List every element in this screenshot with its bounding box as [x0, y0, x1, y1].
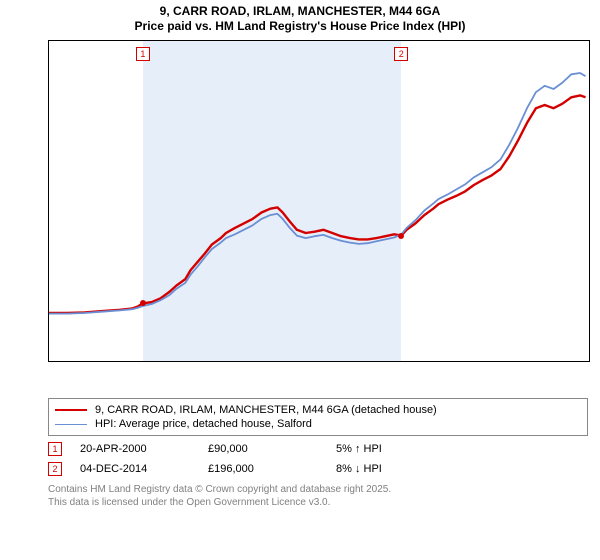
- annotation-delta: 5% ↑ HPI: [336, 443, 446, 455]
- sale-dot: [398, 233, 404, 239]
- chart-marker-1: 1: [136, 47, 150, 61]
- title-line-2: Price paid vs. HM Land Registry's House …: [0, 19, 600, 34]
- footer: Contains HM Land Registry data © Crown c…: [48, 484, 588, 509]
- annotation-date: 20-APR-2000: [80, 443, 190, 455]
- annotation-marker-2: 2: [48, 462, 62, 476]
- legend-swatch-hpi: [55, 424, 87, 425]
- annotation-row-2: 2 04-DEC-2014 £196,000 8% ↓ HPI: [48, 462, 600, 476]
- legend-swatch-price-paid: [55, 409, 87, 411]
- annotation-delta: 8% ↓ HPI: [336, 463, 446, 475]
- legend: 9, CARR ROAD, IRLAM, MANCHESTER, M44 6GA…: [48, 398, 588, 436]
- annotation-date: 04-DEC-2014: [80, 463, 190, 475]
- annotation-price: £90,000: [208, 443, 318, 455]
- legend-label-hpi: HPI: Average price, detached house, Salf…: [95, 418, 312, 430]
- footer-line-2: This data is licensed under the Open Gov…: [48, 497, 588, 510]
- series-hpi: [49, 41, 589, 361]
- legend-label-price-paid: 9, CARR ROAD, IRLAM, MANCHESTER, M44 6GA…: [95, 404, 437, 416]
- annotations: 1 20-APR-2000 £90,000 5% ↑ HPI 2 04-DEC-2014 £…: [0, 442, 600, 476]
- annotation-price: £196,000: [208, 463, 318, 475]
- plot-area: £0£50K£100K£150K£200K£250K£300K£350K£400…: [48, 40, 590, 362]
- annotation-marker-1: 1: [48, 442, 62, 456]
- legend-item-hpi: HPI: Average price, detached house, Salf…: [55, 417, 581, 431]
- footer-line-1: Contains HM Land Registry data © Crown c…: [48, 484, 588, 497]
- annotation-row-1: 1 20-APR-2000 £90,000 5% ↑ HPI: [48, 442, 600, 456]
- chart-title: 9, CARR ROAD, IRLAM, MANCHESTER, M44 6GA…: [0, 0, 600, 34]
- sale-dot: [140, 300, 146, 306]
- title-line-1: 9, CARR ROAD, IRLAM, MANCHESTER, M44 6GA: [0, 4, 600, 19]
- chart-marker-2: 2: [394, 47, 408, 61]
- legend-item-price-paid: 9, CARR ROAD, IRLAM, MANCHESTER, M44 6GA…: [55, 403, 581, 417]
- chart-area: £0£50K£100K£150K£200K£250K£300K£350K£400…: [48, 40, 588, 362]
